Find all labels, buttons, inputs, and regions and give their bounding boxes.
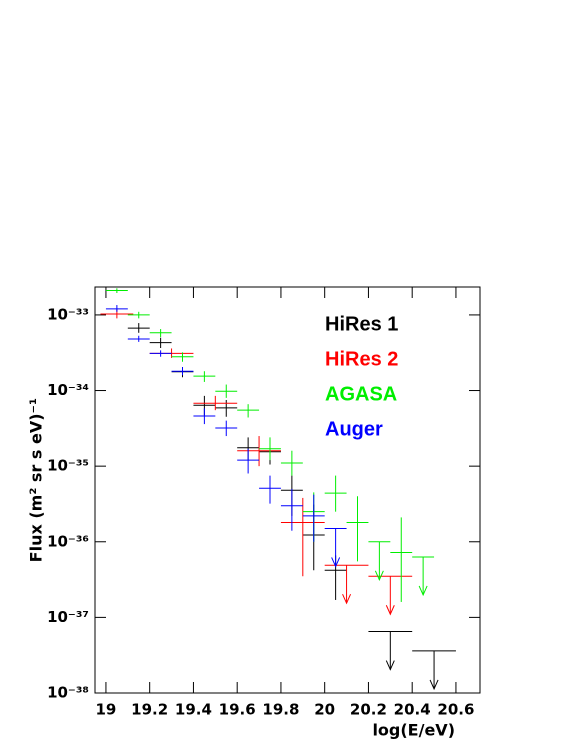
arrow-head xyxy=(385,660,395,671)
y-tick-label: 10⁻³⁴ xyxy=(47,381,89,399)
x-tick-label: 19.2 xyxy=(131,701,168,719)
plot-frame xyxy=(94,286,481,694)
x-tick-label: 20.4 xyxy=(394,701,431,719)
legend-label: Auger xyxy=(325,418,383,440)
arrow-head xyxy=(342,593,352,605)
legend-label: HiRes 2 xyxy=(325,348,398,370)
y-tick-label: 10⁻³⁵ xyxy=(47,457,89,475)
x-tick-label: 20.6 xyxy=(437,701,474,719)
arrow-head xyxy=(385,605,395,616)
y-tick-label: 10⁻³⁷ xyxy=(47,608,89,626)
arrow-head xyxy=(418,585,428,597)
arrow-head xyxy=(374,570,384,581)
legend-label: AGASA xyxy=(325,383,397,405)
y-tick-label: 10⁻³⁸ xyxy=(47,684,89,702)
x-tick-label: 19 xyxy=(96,701,117,719)
y-tick-label: 10⁻³⁶ xyxy=(47,532,89,550)
arrow-head xyxy=(331,557,341,568)
x-tick-label: 19.8 xyxy=(262,701,299,719)
arrow-head xyxy=(429,679,439,691)
x-axis-label: log(E/eV) xyxy=(372,721,455,740)
x-tick-label: 20.2 xyxy=(350,701,387,719)
x-tick-label: 20 xyxy=(314,701,335,719)
x-tick-label: 19.6 xyxy=(219,701,256,719)
legend-label: HiRes 1 xyxy=(325,313,398,335)
y-tick-label: 10⁻³³ xyxy=(47,305,89,323)
y-axis-label: Flux (m² sr s eV)⁻¹ xyxy=(27,398,46,562)
x-tick-label: 19.4 xyxy=(175,701,212,719)
